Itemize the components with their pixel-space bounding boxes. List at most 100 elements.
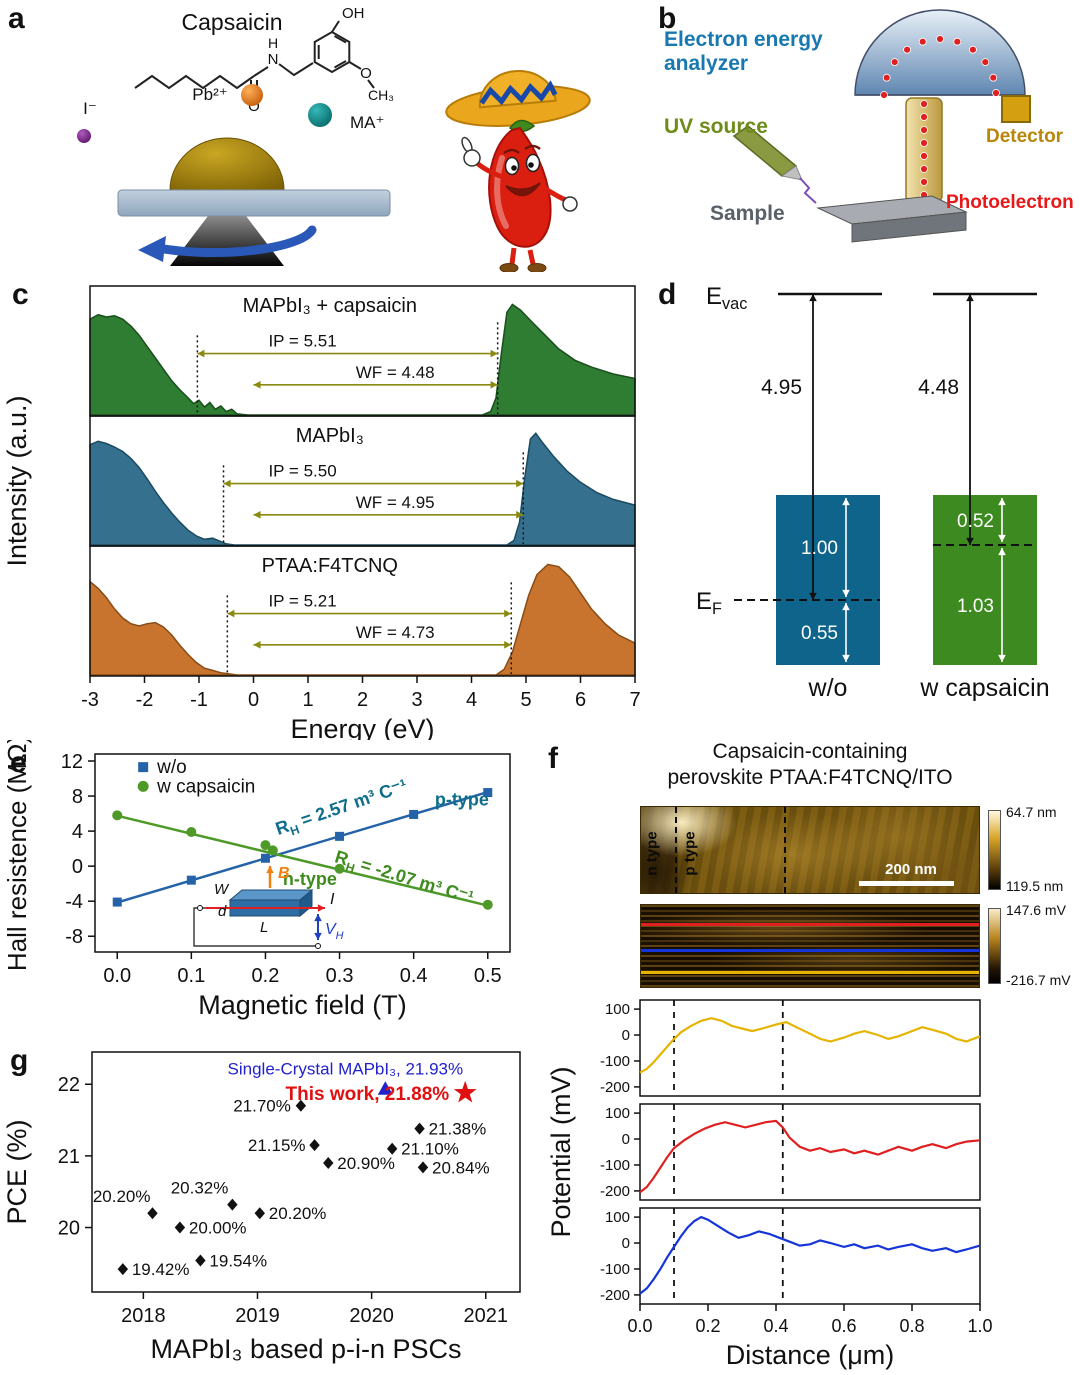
lead-label: Pb²⁺ [192, 85, 227, 104]
y-axis-title: Potential (mV) [546, 1066, 576, 1237]
arrow-head [842, 603, 850, 611]
panel-d-energy-levels: d Evac EF 4.95 4.48 1.00 0.55 0.52 1.03 w/o w cap… [650, 272, 1080, 740]
wf-value: 4.95 [761, 376, 802, 399]
shoe-right [527, 263, 547, 273]
benzene-ring [313, 30, 351, 74]
legend-label: w/o [156, 757, 187, 778]
x-axis-title: Distance (μm) [726, 1340, 895, 1370]
plot-border [94, 753, 511, 953]
kpfm-potential-image [640, 904, 980, 988]
arrow-head [966, 294, 974, 302]
arrow-head [809, 592, 817, 600]
gap-value: 1.00 [801, 538, 838, 559]
plot-border [91, 1051, 521, 1293]
panel-c-ups-spectra: c MAPbI₃ + capsaicin IP = 5.51 WF = 4.48 MA… [0, 272, 650, 744]
arrow-head [253, 511, 261, 519]
detector-label: Detector [986, 126, 1064, 147]
iodide-label: I⁻ [83, 99, 97, 118]
y-tick-label: 21 [58, 1146, 80, 1168]
x-tick-label: 0.4 [763, 1316, 788, 1336]
pce-data-point [174, 1221, 186, 1234]
width-label: W [214, 881, 230, 898]
legend-marker [137, 780, 149, 792]
oh-bond [331, 20, 340, 33]
pce-point-label: 21.10% [401, 1140, 459, 1159]
current-label: I [330, 891, 335, 908]
data-point-square [335, 831, 345, 841]
arrow-head [516, 479, 524, 488]
substrate-slab [117, 189, 391, 217]
arrow-head [197, 349, 205, 358]
pce-point-label: 19.42% [132, 1260, 190, 1279]
pce-point-label: 20.20% [269, 1204, 327, 1223]
data-point-circle [260, 840, 271, 851]
x-tick-label: 0.5 [474, 965, 502, 987]
y-tick-label: -200 [600, 1287, 630, 1304]
x-tick-label: 2019 [235, 1305, 280, 1327]
wf-label: WF = 4.48 [356, 363, 435, 382]
sombrero-crown [478, 69, 557, 109]
x-tick-label: 2021 [464, 1305, 509, 1327]
profile-panel [639, 1103, 981, 1201]
arrow-head [842, 589, 850, 597]
ups-chart: MAPbI₃ + capsaicin IP = 5.51 WF = 4.48 MAPb… [2, 285, 641, 744]
arrow-head [998, 534, 1006, 542]
analyzer-label-line2: analyzer [664, 52, 748, 75]
pce-point-label: 20.00% [189, 1219, 247, 1238]
data-point-square [409, 809, 419, 819]
data-point-circle [482, 899, 493, 910]
ups-spectrum [89, 303, 636, 416]
pce-data-point [227, 1198, 238, 1211]
y-tick-label: 100 [605, 1001, 630, 1018]
pce-data-point [295, 1099, 307, 1112]
data-point-square [260, 853, 270, 863]
y-tick-label: -100 [600, 1157, 630, 1174]
annotation: p-type [435, 790, 489, 810]
condition-label: w/o [808, 674, 848, 702]
profile-panel [639, 1207, 981, 1305]
analyzer-hemisphere [854, 9, 1026, 96]
capsaicin-title: Capsaicin [182, 9, 283, 35]
ome-bond [348, 61, 362, 70]
arrow-head [998, 498, 1006, 506]
kpfm-title-line1: Capsaicin-containing [712, 740, 908, 763]
pce-point-label: 20.84% [432, 1158, 490, 1177]
data-point-circle [112, 810, 123, 821]
pce-point-label: 19.54% [209, 1251, 267, 1270]
wo-energy-box [776, 495, 880, 665]
x-tick-label: -3 [81, 689, 99, 711]
y-tick-label: 4 [72, 821, 83, 843]
x-axis-title: Energy (eV) [290, 714, 434, 740]
data-point-circle [186, 826, 197, 837]
x-tick-label: 6 [575, 689, 586, 711]
shoe-left [499, 263, 519, 273]
scanline-blue [641, 949, 979, 952]
arrow-head [317, 904, 325, 912]
x-tick-label: 0.1 [177, 965, 205, 987]
lead-ion [241, 84, 263, 106]
wf-label: WF = 4.73 [356, 623, 435, 642]
pce-data-point [254, 1207, 265, 1220]
ups-panel-title: PTAA:F4TCNQ [262, 555, 398, 577]
arrow-head [516, 511, 524, 519]
x-tick-label: 7 [629, 689, 640, 711]
pce-data-point [195, 1254, 206, 1267]
x-tick-label: 0.3 [326, 965, 354, 987]
arrow-head [809, 294, 817, 302]
afm-height-image: n type p type 200 nm [640, 806, 980, 894]
single-crystal-marker [377, 1081, 393, 1095]
y-tick-label: -200 [600, 1183, 630, 1200]
sample-front [851, 211, 967, 243]
kpfm-title-line2: perovskite PTAA:F4TCNQ/ITO [667, 766, 953, 789]
pce-point-label: 20.20% [93, 1187, 151, 1206]
ups-panel-title: MAPbI₃ [296, 425, 364, 447]
ma-ion [308, 103, 332, 127]
x-tick-label: 2 [357, 689, 368, 711]
ether-o-label: O [360, 65, 372, 82]
data-point-square [483, 788, 493, 798]
uv-lamp-tip [780, 165, 803, 181]
length-label: L [260, 919, 268, 936]
x-tick-label: 0.2 [695, 1316, 720, 1336]
hall-voltage-label: VH [325, 921, 344, 942]
sample-label: Sample [710, 202, 785, 225]
